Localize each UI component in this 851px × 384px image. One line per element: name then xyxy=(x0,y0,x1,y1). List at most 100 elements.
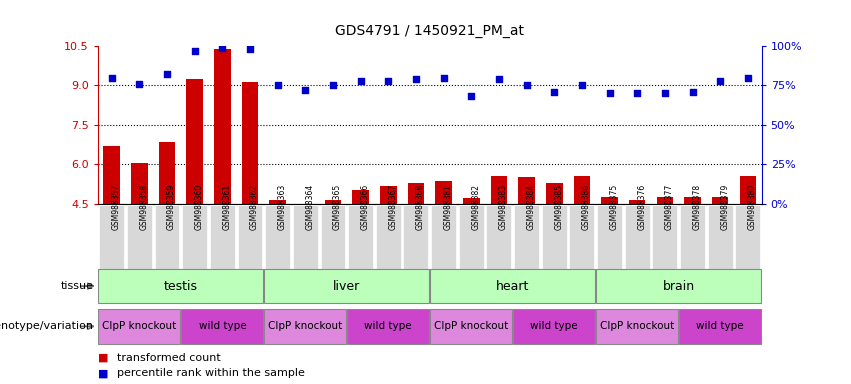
Point xyxy=(492,76,505,82)
Point xyxy=(713,78,727,84)
Text: GSM988364: GSM988364 xyxy=(306,184,314,230)
Text: wild type: wild type xyxy=(198,321,246,331)
Text: GSM988382: GSM988382 xyxy=(471,184,480,230)
Bar xyxy=(408,182,424,204)
Point xyxy=(160,71,174,78)
Text: GSM988361: GSM988361 xyxy=(222,184,231,230)
Text: GSM988377: GSM988377 xyxy=(665,184,674,230)
Bar xyxy=(708,205,733,269)
Text: GDS4791 / 1450921_PM_at: GDS4791 / 1450921_PM_at xyxy=(335,25,524,38)
Bar xyxy=(597,309,678,344)
Bar xyxy=(269,200,286,204)
Point xyxy=(547,89,561,95)
Bar xyxy=(629,200,645,204)
Text: genotype/variation: genotype/variation xyxy=(0,321,94,331)
Text: GSM988366: GSM988366 xyxy=(361,184,369,230)
Bar xyxy=(242,81,258,204)
Bar xyxy=(513,309,595,344)
Bar xyxy=(100,205,124,269)
Bar xyxy=(158,142,175,204)
Text: GSM988359: GSM988359 xyxy=(167,184,176,230)
Point xyxy=(381,78,395,84)
Text: GSM988383: GSM988383 xyxy=(499,184,508,230)
Bar xyxy=(711,197,728,204)
Text: ClpP knockout: ClpP knockout xyxy=(268,321,342,331)
Text: ClpP knockout: ClpP knockout xyxy=(102,321,176,331)
Bar xyxy=(514,205,539,269)
Point xyxy=(409,76,423,82)
Point xyxy=(631,90,644,96)
Bar xyxy=(182,205,207,269)
Text: GSM988367: GSM988367 xyxy=(388,184,397,230)
Text: wild type: wild type xyxy=(530,321,578,331)
Bar xyxy=(210,205,235,269)
Text: GSM988385: GSM988385 xyxy=(554,184,563,230)
Point xyxy=(354,78,368,84)
Bar xyxy=(155,205,180,269)
Bar xyxy=(435,181,452,204)
Text: tissue: tissue xyxy=(60,281,94,291)
Bar xyxy=(463,198,479,204)
Bar xyxy=(403,205,428,269)
Text: ClpP knockout: ClpP knockout xyxy=(434,321,508,331)
Bar xyxy=(545,182,563,204)
Bar xyxy=(431,309,512,344)
Bar xyxy=(214,49,231,204)
Text: GSM988365: GSM988365 xyxy=(333,184,342,230)
Point xyxy=(686,89,700,95)
Bar xyxy=(597,269,761,303)
Text: wild type: wild type xyxy=(696,321,744,331)
Text: GSM988358: GSM988358 xyxy=(140,184,148,230)
Text: GSM988363: GSM988363 xyxy=(277,184,287,230)
Bar xyxy=(625,205,649,269)
Bar xyxy=(569,205,594,269)
Bar xyxy=(487,205,511,269)
Bar xyxy=(348,205,373,269)
Text: heart: heart xyxy=(496,280,529,293)
Bar xyxy=(99,309,180,344)
Text: GSM988362: GSM988362 xyxy=(250,184,259,230)
Point xyxy=(658,90,671,96)
Bar xyxy=(380,187,397,204)
Bar xyxy=(104,146,120,204)
Text: GSM988378: GSM988378 xyxy=(693,184,701,230)
Bar xyxy=(431,205,456,269)
Text: GSM988368: GSM988368 xyxy=(416,184,425,230)
Bar xyxy=(740,176,756,204)
Bar xyxy=(653,205,677,269)
Bar xyxy=(680,205,705,269)
Bar xyxy=(542,205,567,269)
Bar xyxy=(679,309,761,344)
Bar xyxy=(293,205,317,269)
Bar xyxy=(459,205,483,269)
Bar xyxy=(735,205,760,269)
Bar xyxy=(597,205,622,269)
Point xyxy=(575,83,589,89)
Text: ■: ■ xyxy=(98,368,108,378)
Bar xyxy=(684,197,700,204)
Point xyxy=(603,90,616,96)
Point xyxy=(105,74,118,81)
Point xyxy=(243,46,257,52)
Bar xyxy=(181,309,263,344)
Bar xyxy=(601,197,618,204)
Point xyxy=(271,83,284,89)
Bar xyxy=(518,177,534,204)
Bar xyxy=(99,269,263,303)
Bar xyxy=(265,309,346,344)
Text: testis: testis xyxy=(164,280,197,293)
Bar xyxy=(656,197,673,204)
Bar xyxy=(324,200,341,204)
Bar xyxy=(237,205,262,269)
Point xyxy=(741,74,755,81)
Bar xyxy=(490,176,507,204)
Text: transformed count: transformed count xyxy=(117,353,220,363)
Text: brain: brain xyxy=(663,280,694,293)
Text: percentile rank within the sample: percentile rank within the sample xyxy=(117,368,305,378)
Text: GSM988379: GSM988379 xyxy=(720,184,729,230)
Text: GSM988386: GSM988386 xyxy=(582,184,591,230)
Bar xyxy=(347,309,429,344)
Text: wild type: wild type xyxy=(364,321,412,331)
Text: GSM988384: GSM988384 xyxy=(527,184,535,230)
Text: GSM988357: GSM988357 xyxy=(111,184,121,230)
